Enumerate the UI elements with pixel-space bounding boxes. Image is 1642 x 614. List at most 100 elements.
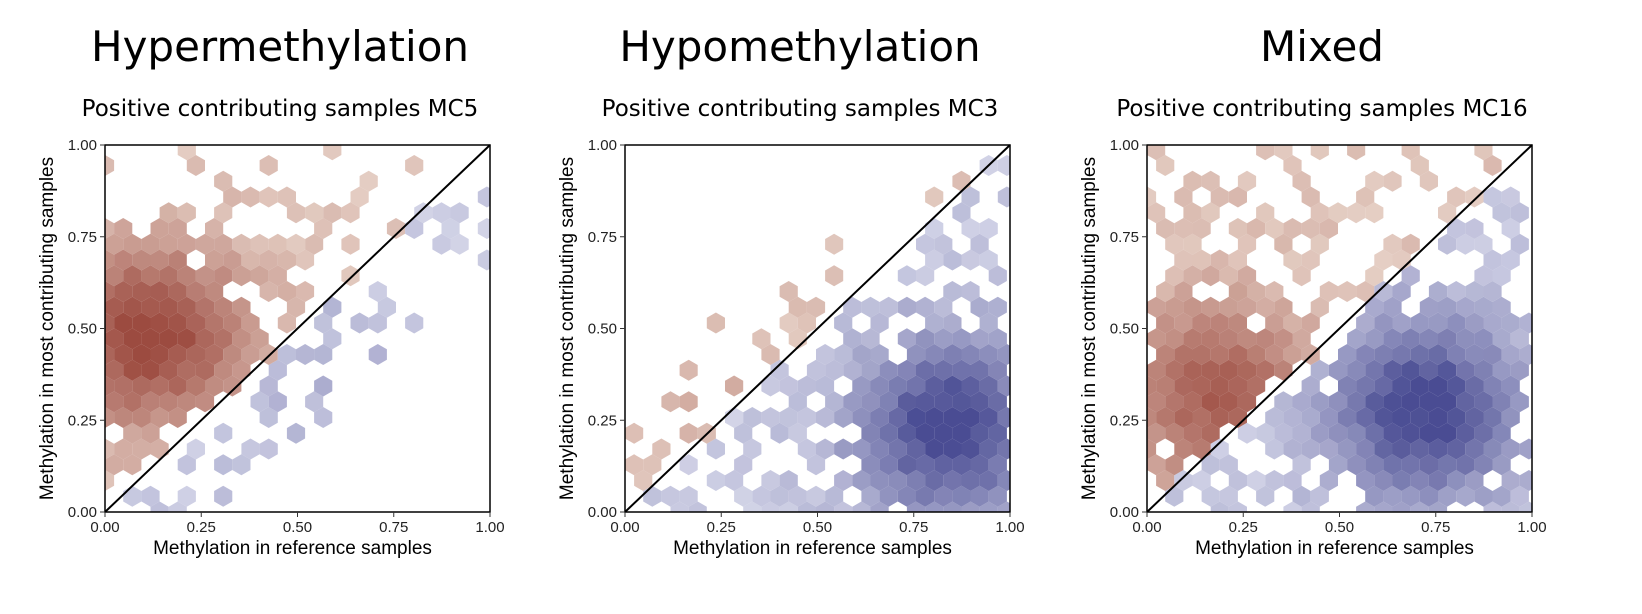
hexbin-cell: [806, 454, 826, 476]
hexbin-cell: [186, 344, 205, 365]
hexbin-cell: [1228, 375, 1247, 397]
hexbin-cell: [1356, 281, 1375, 302]
hexbin-cell: [870, 438, 889, 460]
hexbin-cell: [1147, 145, 1166, 161]
hexbin-cell: [296, 249, 315, 271]
chart-subtitle: Positive contributing samples MC16: [1116, 96, 1528, 122]
hexbin-cell: [105, 312, 115, 334]
hexbin-cell: [770, 359, 789, 381]
hexbin-cell: [195, 391, 215, 413]
hexbin-cell: [241, 438, 260, 460]
hexbin-cell: [195, 296, 215, 318]
hexbin-cell: [1237, 391, 1257, 413]
hexbin-cell: [797, 438, 816, 460]
hexbin-cell: [879, 454, 898, 476]
hexbin-cell: [1365, 422, 1384, 444]
hexbin-cell: [761, 470, 780, 491]
hexbin-cell: [1310, 391, 1329, 413]
hexbin-cell: [834, 407, 853, 428]
hexbin-cell: [1165, 454, 1184, 476]
hexbin-cell: [141, 296, 160, 318]
chart-panel-hypermethylation: Hypermethylation Positive contributing s…: [10, 0, 550, 614]
hexbin-cell: [259, 155, 278, 176]
hexbin-cell: [1183, 359, 1202, 381]
hexbin-cell: [105, 454, 124, 476]
hexbin-cell: [1265, 218, 1284, 239]
hexbin-cell: [888, 375, 907, 397]
hexbin-cell: [150, 281, 169, 302]
hexbin-cell: [323, 328, 342, 350]
hexbin-cell: [123, 328, 142, 350]
y-tick-label: 0.25: [68, 412, 97, 429]
hexbin-cell: [625, 454, 644, 476]
hexbin-cell: [1274, 391, 1293, 413]
chart-panel-mixed: Mixed Positive contributing samples MC16…: [1052, 0, 1592, 614]
hexbin-cell: [861, 485, 880, 507]
hexbin-cell: [1319, 218, 1338, 239]
hexbin-cell: [114, 375, 133, 397]
hexbin-cell: [834, 312, 853, 334]
hexbin-cell: [477, 186, 490, 208]
hexbin-cell: [1265, 407, 1284, 428]
hexbin-cell: [195, 233, 215, 255]
hexbin-cell: [679, 454, 698, 476]
hexbin-cell: [861, 391, 880, 413]
hexbin-cell: [1347, 359, 1366, 381]
hexbin-cell: [797, 407, 816, 428]
hexbin-cell: [870, 375, 889, 397]
hexbin-cell: [1338, 375, 1357, 397]
hexbin-cell: [788, 296, 807, 318]
hexbin-cell: [788, 485, 807, 507]
hexbin-cell: [825, 391, 844, 413]
hexbin-cell: [150, 375, 169, 397]
hexbin-cell: [1483, 281, 1502, 302]
hexbin-cell: [943, 438, 962, 460]
hexbin-cell: [970, 328, 989, 350]
hexbin-cell: [779, 407, 798, 428]
hexbin-cell: [952, 422, 971, 444]
hexbin-cell: [1501, 186, 1520, 208]
y-tick-label: 0.25: [1110, 412, 1139, 429]
hexbin-cell: [432, 202, 451, 224]
hexbin-cell: [761, 407, 780, 428]
hexbin-cell: [268, 359, 287, 381]
hexbin-cell: [1365, 359, 1384, 381]
hexbin-cell: [952, 391, 971, 413]
hexbin-cell: [952, 202, 971, 224]
hexbin-cell: [105, 233, 124, 255]
hexbin-cell: [1201, 296, 1220, 318]
hexbin-cell: [1519, 501, 1532, 512]
hexbin-cell: [1256, 145, 1275, 161]
hexbin-cell: [168, 375, 187, 397]
hexbin-cell: [1474, 359, 1493, 381]
hexbin-cell: [1156, 312, 1175, 334]
hexbin-cell: [725, 375, 744, 397]
hexbin-cell: [1356, 438, 1375, 460]
hexbin-cell: [1310, 422, 1329, 444]
hexbin-cell: [979, 407, 998, 428]
hexbin-cell: [1465, 218, 1484, 239]
hexbin-cell: [1247, 344, 1266, 365]
hexbin-cell: [1274, 359, 1293, 381]
hexbin-cell: [159, 296, 178, 318]
hexbin-cell: [1174, 218, 1193, 239]
hexbin-cell: [988, 454, 1007, 476]
hexbin-cell: [105, 438, 115, 460]
hexbin-cell: [897, 454, 916, 476]
hexbin-cell: [205, 312, 224, 334]
hexbin-cell: [1147, 202, 1166, 224]
hexbin-cell: [643, 454, 662, 476]
hexbin-cell: [250, 265, 269, 287]
hexbin-cell: [1247, 470, 1266, 491]
hexbin-cell: [1274, 145, 1293, 161]
hexbin-cell: [1374, 438, 1393, 460]
hexbin-plot: 0.000.00 0.25 0.25 0.50 0.50 0.75 0.75 1.00 1.00…: [37, 137, 505, 559]
hexbin-cell: [1392, 375, 1411, 397]
hexbin-cell: [1328, 422, 1348, 444]
hexbin-cell: [286, 202, 306, 224]
hexbin-cell: [743, 438, 762, 460]
y-tick-label: 0.25: [588, 412, 617, 429]
hexbin-cell: [652, 438, 671, 460]
hexbin-cell: [988, 328, 1007, 350]
hexbin-cell: [195, 265, 215, 287]
